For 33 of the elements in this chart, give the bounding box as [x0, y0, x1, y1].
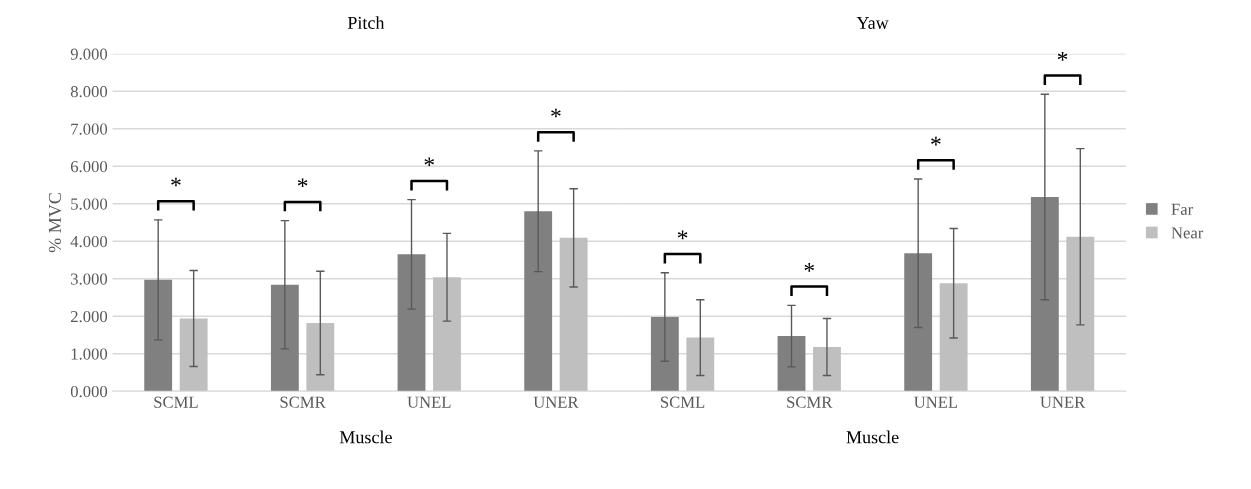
x-tick-label: SCML	[154, 396, 198, 408]
y-axis-title: % MVC	[48, 193, 62, 253]
y-tick-label: 6.000	[70, 160, 108, 173]
y-tick-label: 7.000	[71, 123, 108, 135]
x-axis-title: Muscle	[846, 430, 899, 444]
annotation: *	[931, 136, 941, 146]
annotation: *	[297, 178, 308, 188]
annotation: *	[804, 263, 815, 272]
x-tick-label: SCMR	[280, 396, 326, 408]
x-axis-title: Muscle	[339, 430, 392, 444]
legend-label: Near	[1171, 227, 1204, 239]
y-tick-label: 8.000	[70, 85, 108, 98]
annotation: *	[1057, 52, 1068, 61]
y-tick-label: 4.000	[70, 235, 108, 248]
annotation: *	[424, 157, 435, 167]
y-tick-label: 0.000	[70, 385, 108, 398]
chart-title: Pitch	[347, 16, 385, 29]
x-tick-label: SCML	[661, 396, 705, 408]
y-tick-label: 2.000	[70, 310, 108, 323]
x-tick-label: UNER	[533, 396, 579, 408]
x-tick-label: UNER	[1040, 396, 1086, 408]
x-tick-label: SCMR	[787, 396, 833, 408]
y-tick-label: 5.000	[71, 198, 108, 210]
x-tick-label: UNEL	[914, 396, 958, 408]
annotation: *	[551, 108, 561, 118]
annotation: *	[171, 177, 181, 187]
y-tick-label: 9.000	[70, 48, 108, 60]
y-tick-label: 3.000	[71, 273, 108, 285]
y-tick-label: 1.000	[71, 348, 108, 360]
chart-title: Yaw	[856, 16, 889, 29]
legend-label: Far	[1171, 203, 1194, 215]
x-tick-label: UNEL	[407, 396, 451, 408]
annotation: *	[677, 230, 688, 240]
